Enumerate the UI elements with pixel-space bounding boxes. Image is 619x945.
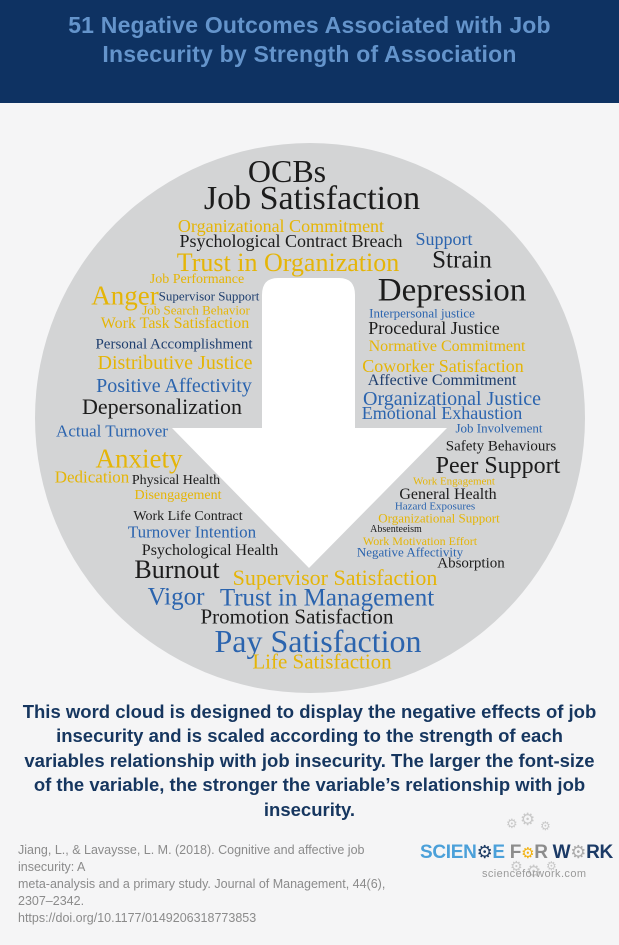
logo-text-f: F: [509, 842, 522, 863]
page-title: 51 Negative Outcomes Associated with Job…: [68, 12, 551, 68]
logo-wordmark: SCIEN⚙E F⚙R W⚙RK: [420, 842, 613, 864]
science-for-work-logo: ⚙ ⚙ ⚙ ⚙ ⚙ ⚙ SCIEN⚙E F⚙R W⚙RK scienceforw…: [420, 812, 613, 895]
logo-text-e: E: [492, 842, 505, 863]
gear-icon: ⚙: [510, 859, 523, 875]
logo-text-rk: RK: [586, 842, 613, 863]
logo-text-scien: SCIEN: [420, 842, 477, 863]
logo-url: scienceforwork.com: [482, 868, 587, 880]
gear-icon: ⚙: [546, 859, 557, 873]
logo-text-r: R: [534, 842, 548, 863]
gear-icon: ⚙: [506, 817, 518, 832]
gear-icon: ⚙: [521, 844, 535, 862]
word-cloud-circle: [35, 143, 585, 693]
citation-line: Jiang, L., & Lavaysse, L. M. (2018). Cog…: [18, 843, 365, 874]
citation-block: Jiang, L., & Lavaysse, L. M. (2018). Cog…: [18, 842, 418, 926]
logo-text-w: W: [552, 842, 571, 863]
description-text: This word cloud is designed to display t…: [22, 701, 597, 820]
header-banner: 51 Negative Outcomes Associated with Job…: [0, 0, 619, 103]
citation-doi: https://doi.org/10.1177/0149206318773853: [18, 910, 257, 925]
citation-line: 2307–2342.: [18, 893, 85, 908]
gear-icon: ⚙: [570, 842, 587, 863]
gear-icon: ⚙: [540, 819, 551, 833]
description-block: This word cloud is designed to display t…: [0, 700, 619, 822]
gear-icon: ⚙: [526, 862, 542, 882]
gear-icon: ⚙: [520, 810, 536, 830]
gear-icon: ⚙: [476, 842, 493, 863]
citation-line: meta-analysis and a primary study. Journ…: [18, 876, 386, 891]
